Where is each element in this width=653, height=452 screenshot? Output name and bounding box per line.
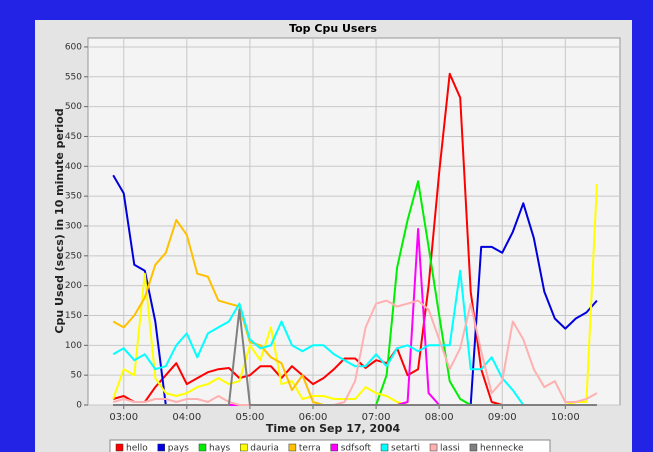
legend-label: hays bbox=[209, 444, 231, 452]
y-tick-label: 400 bbox=[65, 162, 82, 172]
legend-swatch bbox=[239, 443, 248, 452]
y-tick-label: 550 bbox=[65, 72, 82, 82]
series-line bbox=[113, 308, 597, 406]
legend-label: dauria bbox=[250, 444, 279, 452]
y-axis-label: Cpu Used (secs) in 10 minute period bbox=[53, 108, 66, 333]
series-line bbox=[112, 299, 598, 406]
x-tick-label: 04:00 bbox=[172, 412, 201, 423]
y-tick-label: 250 bbox=[65, 251, 82, 261]
legend-label: pays bbox=[168, 444, 190, 452]
legend-swatch bbox=[380, 443, 389, 452]
x-axis-label: Time on Sep 17, 2004 bbox=[266, 422, 401, 435]
series-line bbox=[112, 269, 597, 406]
legend-swatch bbox=[330, 443, 338, 452]
y-tick-label: 150 bbox=[65, 311, 82, 321]
chart-title: Top Cpu Users bbox=[289, 22, 377, 35]
legend-swatch bbox=[469, 443, 478, 452]
legend-label: hello bbox=[126, 444, 148, 452]
y-tick-label: 500 bbox=[65, 102, 82, 112]
legend-swatch bbox=[198, 443, 207, 452]
y-tick-label: 100 bbox=[65, 341, 82, 351]
x-tick-label: 08:00 bbox=[425, 412, 454, 423]
x-tick-label: 10:00 bbox=[551, 412, 580, 423]
y-tick-label: 300 bbox=[65, 221, 82, 231]
y-tick-label: 600 bbox=[65, 42, 82, 52]
y-tick-label: 350 bbox=[65, 192, 82, 202]
y-tick-label: 0 bbox=[76, 401, 82, 411]
x-tick-label: 07:00 bbox=[362, 412, 391, 423]
legend-label: sdfsoft bbox=[341, 444, 372, 452]
x-tick-label: 09:00 bbox=[488, 412, 517, 423]
y-tick-label: 50 bbox=[71, 371, 83, 381]
legend-label: terra bbox=[299, 444, 321, 452]
legend-swatch bbox=[157, 443, 165, 452]
legend-label: hennecke bbox=[480, 444, 524, 452]
plot-area bbox=[87, 37, 621, 406]
legend-label: lassi bbox=[440, 444, 460, 452]
legend-label: setarti bbox=[391, 444, 420, 452]
x-tick-label: 03:00 bbox=[109, 412, 138, 423]
legend-swatch bbox=[429, 443, 438, 452]
legend-box bbox=[109, 439, 551, 452]
legend-swatch bbox=[115, 443, 124, 452]
legend-swatch bbox=[288, 443, 297, 452]
y-tick-label: 200 bbox=[65, 281, 82, 291]
y-tick-label: 450 bbox=[65, 132, 82, 142]
x-tick-label: 05:00 bbox=[235, 412, 264, 423]
x-tick-label: 06:00 bbox=[299, 412, 328, 423]
